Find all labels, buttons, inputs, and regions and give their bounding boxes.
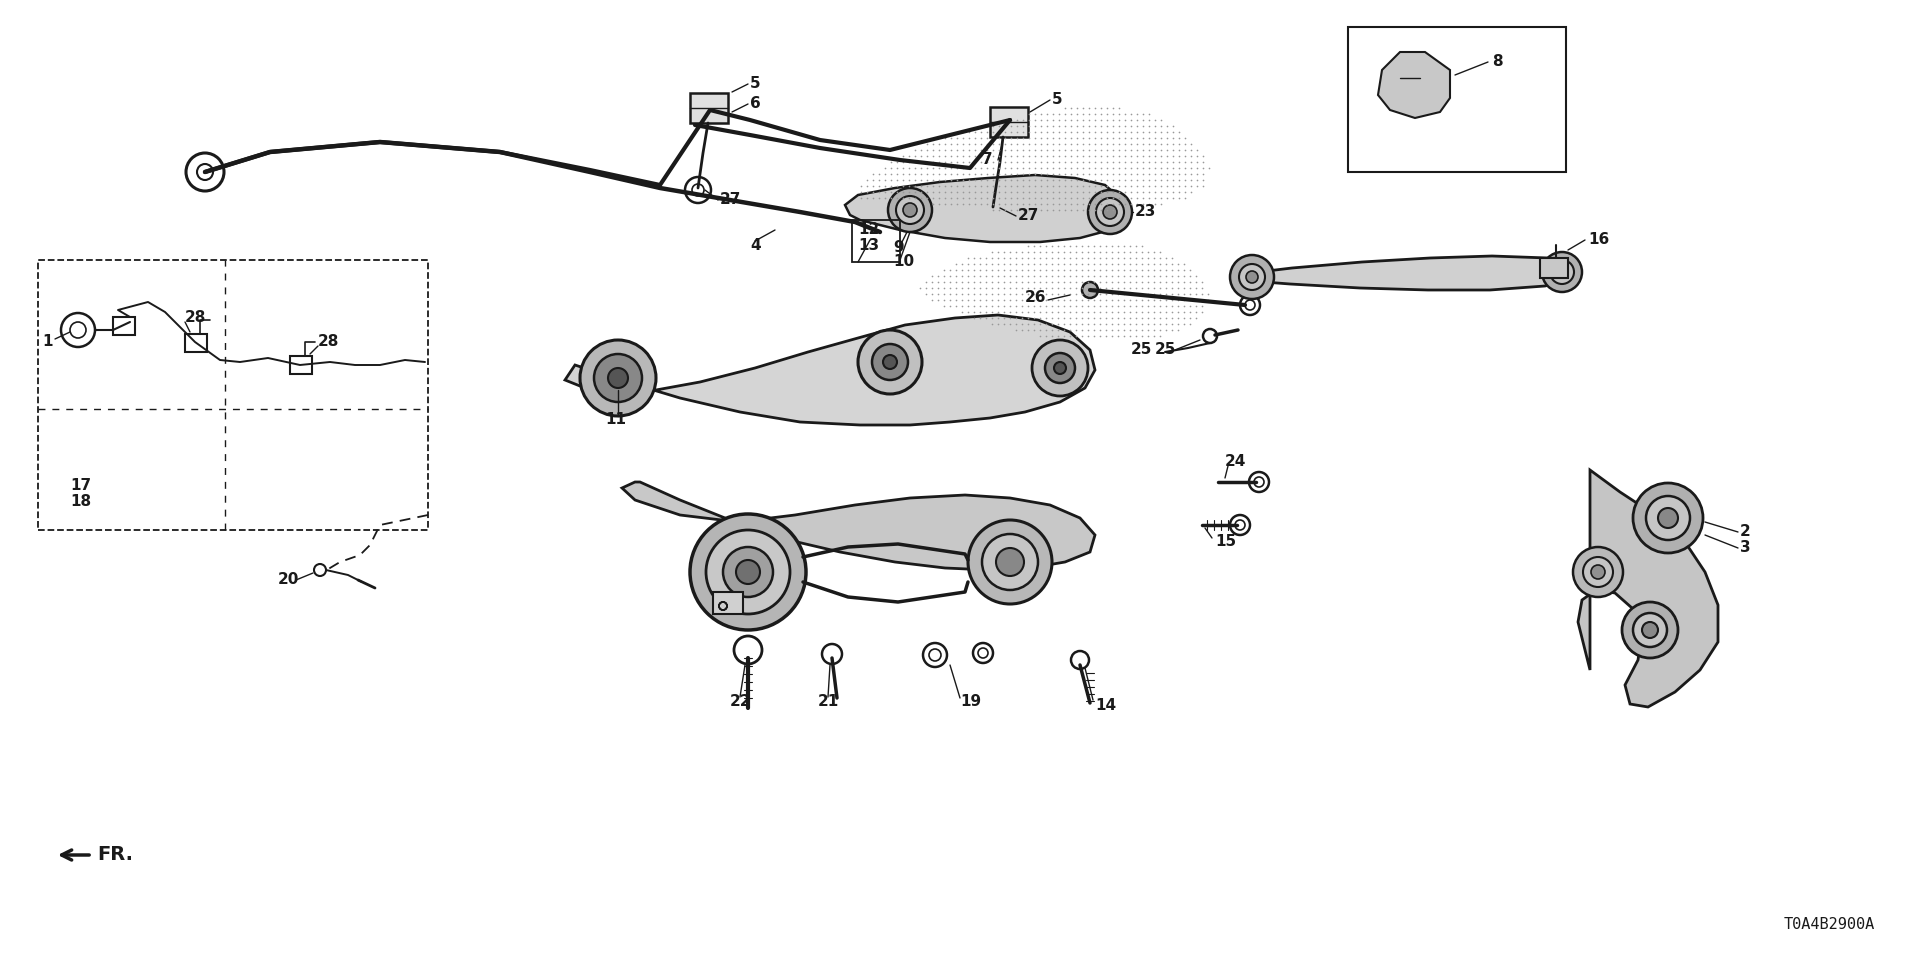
Polygon shape (845, 175, 1125, 242)
Circle shape (1083, 282, 1098, 298)
Text: 6: 6 (751, 97, 760, 111)
Text: 27: 27 (720, 193, 741, 207)
Circle shape (968, 520, 1052, 604)
Text: 5: 5 (1052, 92, 1062, 108)
Text: 2: 2 (1740, 524, 1751, 540)
Bar (38, 260, 428, 530)
Text: 19: 19 (960, 694, 981, 709)
Text: 5: 5 (751, 77, 760, 91)
Polygon shape (1379, 52, 1450, 118)
Text: 4: 4 (751, 237, 760, 252)
Circle shape (580, 340, 657, 416)
Text: 20: 20 (278, 572, 300, 588)
Text: 17: 17 (69, 477, 90, 492)
Circle shape (724, 547, 774, 597)
Bar (991, 107, 1027, 137)
Circle shape (707, 530, 789, 614)
Text: 18: 18 (69, 494, 90, 510)
Circle shape (902, 203, 918, 217)
Text: 24: 24 (1225, 454, 1246, 469)
Circle shape (1557, 267, 1567, 277)
Text: 23: 23 (1135, 204, 1156, 220)
Circle shape (1645, 496, 1690, 540)
Circle shape (1572, 547, 1622, 597)
Text: 16: 16 (1588, 232, 1609, 248)
Text: 14: 14 (1094, 698, 1116, 712)
Circle shape (1642, 622, 1659, 638)
Circle shape (887, 188, 931, 232)
Circle shape (858, 330, 922, 394)
Circle shape (1622, 602, 1678, 658)
Circle shape (996, 548, 1023, 576)
Text: 8: 8 (1492, 55, 1503, 69)
Text: 28: 28 (319, 334, 340, 349)
Circle shape (1044, 353, 1075, 383)
Bar (184, 334, 207, 352)
Text: 22: 22 (730, 694, 751, 709)
Circle shape (1582, 557, 1613, 587)
Text: 25: 25 (1156, 343, 1177, 357)
Polygon shape (1578, 470, 1718, 707)
Circle shape (981, 534, 1039, 590)
Circle shape (1549, 260, 1574, 284)
Circle shape (897, 196, 924, 224)
Circle shape (735, 560, 760, 584)
Text: 10: 10 (893, 254, 914, 270)
Text: 27: 27 (1018, 208, 1039, 224)
Circle shape (1238, 264, 1265, 290)
Circle shape (872, 344, 908, 380)
Bar (290, 356, 311, 374)
Bar (1540, 258, 1569, 278)
Text: 15: 15 (1215, 535, 1236, 549)
Text: FR.: FR. (98, 846, 132, 865)
Circle shape (1542, 252, 1582, 292)
Text: 13: 13 (858, 237, 879, 252)
Text: 21: 21 (818, 694, 839, 709)
Text: 11: 11 (605, 413, 626, 427)
Circle shape (609, 368, 628, 388)
Circle shape (1054, 362, 1066, 374)
Text: 26: 26 (1025, 291, 1046, 305)
Circle shape (1634, 613, 1667, 647)
Bar (852, 220, 900, 262)
Text: 25: 25 (1131, 343, 1152, 357)
Circle shape (1659, 508, 1678, 528)
Text: 3: 3 (1740, 540, 1751, 556)
Circle shape (883, 355, 897, 369)
Polygon shape (564, 315, 1094, 425)
Text: 7: 7 (981, 153, 993, 167)
Polygon shape (1238, 256, 1574, 290)
Circle shape (1592, 565, 1605, 579)
Polygon shape (622, 482, 1094, 570)
Circle shape (1246, 271, 1258, 283)
Circle shape (1102, 205, 1117, 219)
Circle shape (593, 354, 641, 402)
Text: 28: 28 (184, 310, 205, 325)
Circle shape (1089, 190, 1133, 234)
Bar (1348, 27, 1567, 172)
Text: T0A4B2900A: T0A4B2900A (1784, 917, 1876, 932)
Text: 12: 12 (858, 223, 879, 237)
Bar (113, 317, 134, 335)
Circle shape (689, 514, 806, 630)
Bar (689, 93, 728, 123)
Bar (712, 592, 743, 614)
Text: 9: 9 (893, 241, 904, 255)
Circle shape (1231, 255, 1275, 299)
Text: 1: 1 (42, 334, 52, 349)
Circle shape (1634, 483, 1703, 553)
Circle shape (1096, 198, 1123, 226)
Circle shape (1033, 340, 1089, 396)
